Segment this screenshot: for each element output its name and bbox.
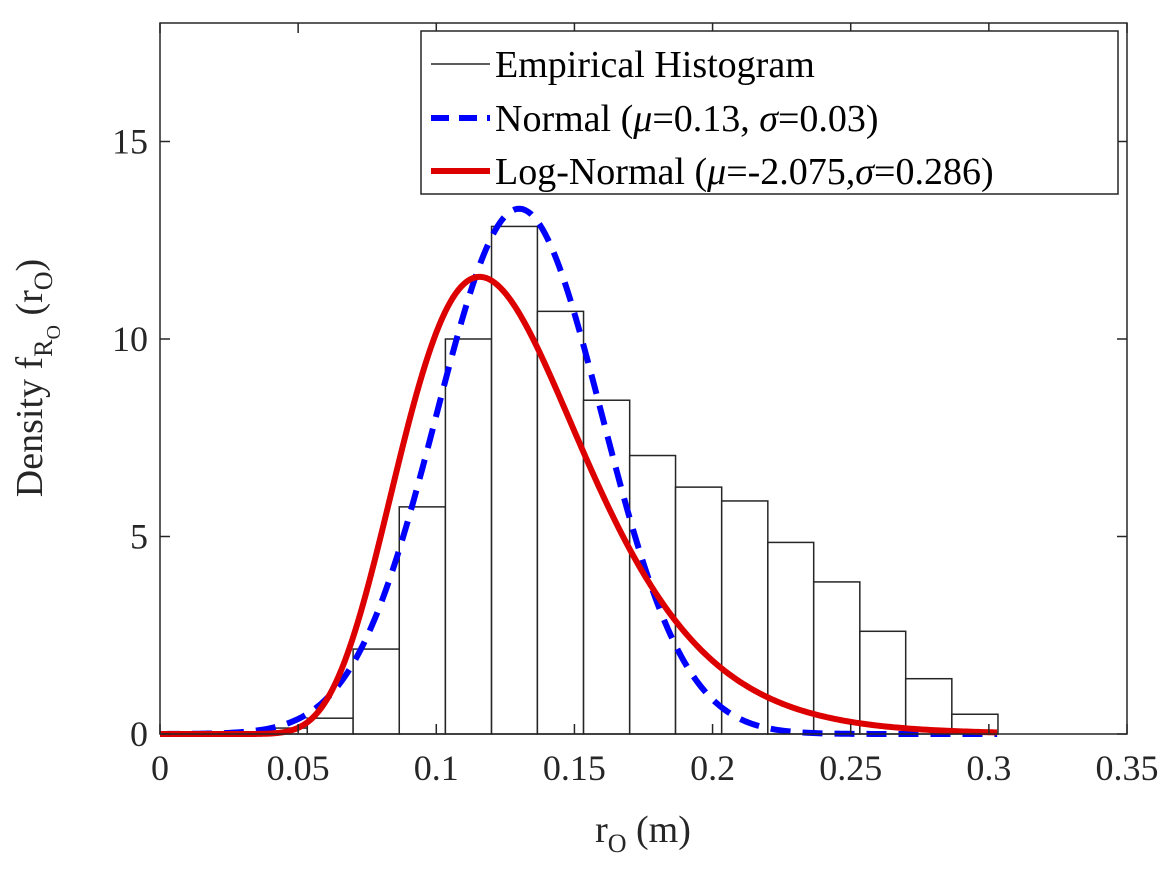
legend-normal-mu: μ <box>632 98 652 140</box>
histogram-bar <box>812 581 861 735</box>
x-axis-label: rO (m) <box>595 809 691 858</box>
histogram-bar <box>859 630 907 735</box>
histogram-bar <box>398 506 447 735</box>
legend-normal-sigma: σ <box>759 98 779 140</box>
legend-box <box>420 30 1119 195</box>
histogram-bar <box>306 717 354 735</box>
x-tick-label: 0.15 <box>543 748 606 788</box>
histogram-bar <box>674 486 723 735</box>
plot-frame <box>159 22 1128 735</box>
x-axis-label-unit: (m) <box>627 809 691 851</box>
histogram-bar <box>352 648 401 735</box>
y-axis-label-sub2: O <box>43 325 65 339</box>
legend-normal-mu-val: =0.13, <box>652 98 759 140</box>
lognormal-curve <box>160 273 998 737</box>
fit-curves <box>159 205 998 737</box>
x-tick-label: 0 <box>151 748 169 788</box>
x-tick-label: 0.35 <box>1096 748 1159 788</box>
x-tick-label: 0.3 <box>966 748 1011 788</box>
y-axis-label-sub1: R <box>29 339 58 357</box>
legend-entry-normal: Normal (μ=0.13, σ=0.03) <box>495 98 879 140</box>
x-tick-label: 0.05 <box>267 748 330 788</box>
y-tick-label: 15 <box>112 122 148 162</box>
legend-normal-sigma-val: =0.03) <box>778 98 879 140</box>
y-tick-label: 5 <box>130 517 148 557</box>
x-axis-ticks: 0 0.05 0.1 0.15 0.2 0.25 0.3 0.35 <box>151 23 1159 788</box>
y-tick-label: 10 <box>112 319 148 359</box>
y-tick-label: 0 <box>130 714 148 754</box>
histogram-bar <box>720 500 769 735</box>
legend-entry-histogram: Empirical Histogram <box>495 44 815 86</box>
y-axis-label-arg-open: (r <box>9 290 51 325</box>
x-tick-label: 0.2 <box>690 748 735 788</box>
legend-entry-lognormal: Log-Normal (μ=-2.075,σ=0.286) <box>495 151 994 193</box>
legend-lognormal-prefix: Log-Normal ( <box>495 151 707 193</box>
histogram-bar <box>536 310 585 735</box>
x-axis-label-sub: O <box>608 829 627 858</box>
y-axis-ticks: 0 5 10 15 <box>112 122 1127 754</box>
x-tick-label: 0.1 <box>414 748 459 788</box>
x-axis-label-main: r <box>595 809 608 851</box>
histogram-bar <box>904 677 953 735</box>
legend-lognormal-mu: μ <box>706 151 726 193</box>
histogram-bar <box>582 399 631 735</box>
legend: Empirical Histogram Normal (μ=0.13, σ=0.… <box>420 30 1119 195</box>
legend-lognormal-sigma: σ <box>855 151 875 193</box>
y-axis-label: Density fRO (rO) <box>9 259 65 497</box>
y-axis-label-main: Density f <box>9 356 51 497</box>
y-axis-label-arg-sub: O <box>29 271 58 290</box>
normal-curve <box>159 205 998 737</box>
legend-lognormal-mu-val: =-2.075, <box>726 151 855 193</box>
legend-normal-prefix: Normal ( <box>495 98 633 140</box>
x-tick-label: 0.25 <box>819 748 882 788</box>
legend-lognormal-sigma-val: =0.286) <box>874 151 994 193</box>
histogram-bar <box>444 338 493 735</box>
y-axis-label-arg-close: ) <box>9 259 51 272</box>
